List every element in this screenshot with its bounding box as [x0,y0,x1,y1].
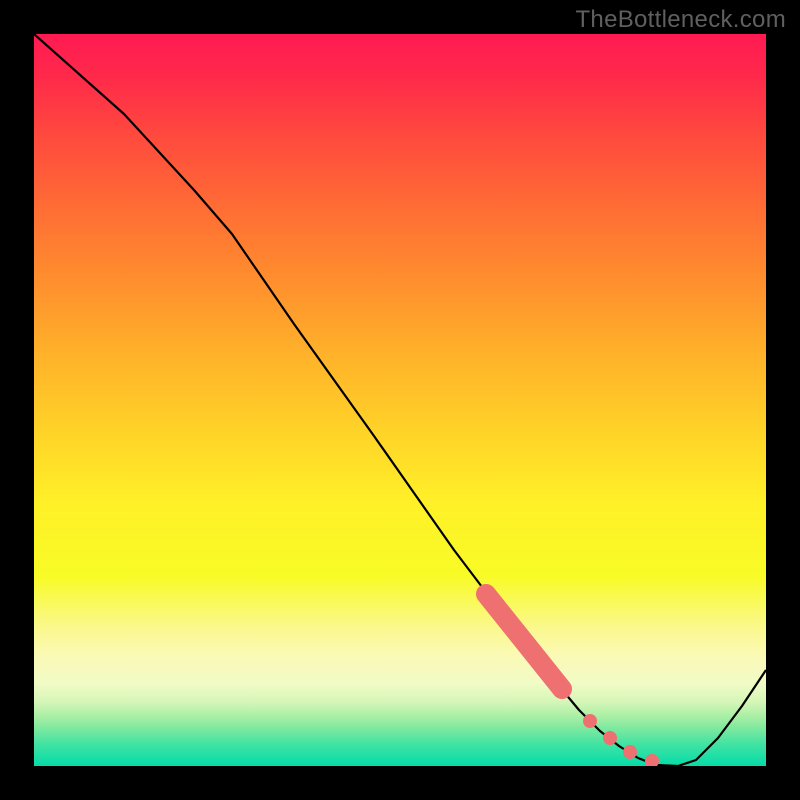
chart-svg [34,34,766,766]
highlight-dots [583,714,659,766]
plot-area [34,34,766,766]
highlight-band [486,594,562,689]
watermark-text: TheBottleneck.com [575,6,786,34]
chart-frame: TheBottleneck.com [0,0,800,800]
main-curve [34,34,766,766]
